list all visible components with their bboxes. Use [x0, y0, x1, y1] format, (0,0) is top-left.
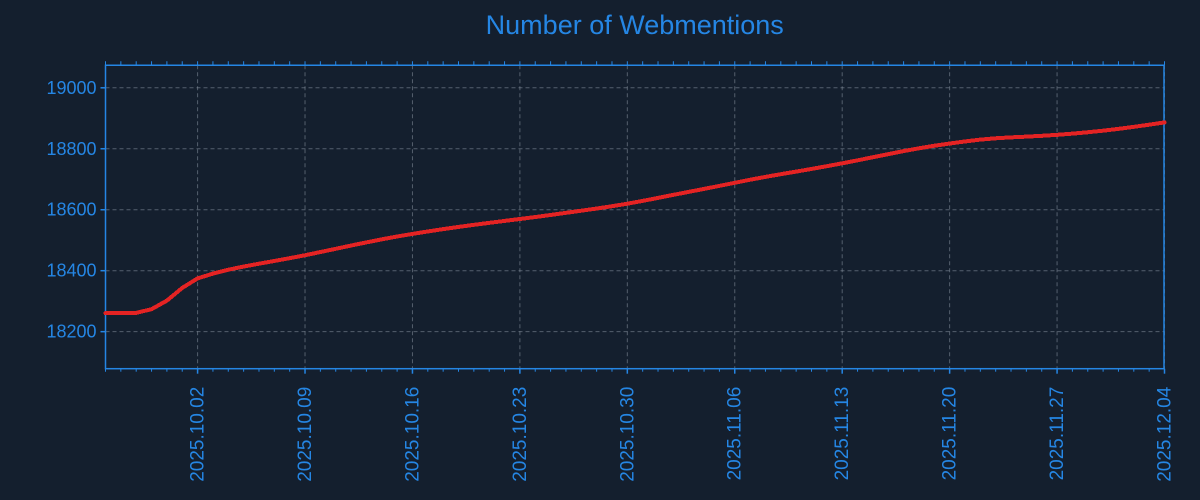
svg-text:2025.12.04: 2025.12.04 [1155, 386, 1176, 482]
svg-text:2025.11.27: 2025.11.27 [1047, 387, 1068, 481]
svg-text:19000: 19000 [46, 78, 96, 98]
svg-text:2025.10.02: 2025.10.02 [188, 387, 209, 482]
svg-text:18400: 18400 [46, 261, 96, 281]
svg-text:2025.10.09: 2025.10.09 [295, 387, 316, 482]
svg-text:18200: 18200 [46, 322, 96, 342]
svg-text:2025.11.13: 2025.11.13 [832, 387, 853, 481]
svg-text:2025.10.16: 2025.10.16 [402, 387, 423, 482]
svg-text:2025.10.23: 2025.10.23 [510, 387, 531, 482]
svg-text:18800: 18800 [46, 139, 96, 159]
svg-text:2025.11.06: 2025.11.06 [725, 387, 746, 481]
svg-text:2025.11.20: 2025.11.20 [940, 387, 961, 481]
svg-text:18600: 18600 [46, 200, 96, 220]
svg-text:2025.10.30: 2025.10.30 [617, 387, 638, 482]
